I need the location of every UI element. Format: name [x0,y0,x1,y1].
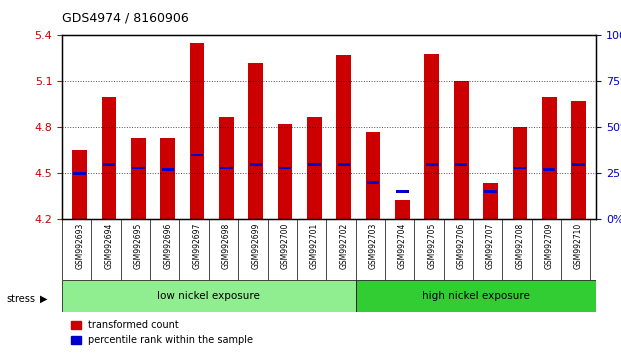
Bar [73,172,86,175]
Text: GSM992704: GSM992704 [398,222,407,269]
Text: GSM992699: GSM992699 [252,222,260,269]
Text: stress: stress [6,294,35,304]
Bar [307,117,322,219]
Text: GSM992708: GSM992708 [515,222,524,269]
Bar [132,167,145,169]
Bar [396,190,409,193]
Bar [250,163,262,166]
Bar [512,127,527,219]
Text: GSM992703: GSM992703 [369,222,378,269]
Bar [308,163,320,166]
Bar [220,167,233,169]
FancyBboxPatch shape [356,280,596,312]
Bar [103,163,116,166]
Bar [337,55,351,219]
Text: low nickel exposure: low nickel exposure [157,291,260,301]
Bar [543,169,555,171]
Text: GDS4974 / 8160906: GDS4974 / 8160906 [62,12,189,25]
Legend: transformed count, percentile rank within the sample: transformed count, percentile rank withi… [67,316,257,349]
Text: ▶: ▶ [40,294,48,304]
Text: GSM992695: GSM992695 [134,222,143,269]
Bar [454,81,468,219]
Bar [571,101,586,219]
Bar [73,150,87,219]
Bar [160,138,175,219]
Text: GSM992694: GSM992694 [104,222,114,269]
Bar [190,43,204,219]
Bar [484,190,497,193]
Bar [278,124,292,219]
FancyBboxPatch shape [62,280,356,312]
Text: GSM992709: GSM992709 [545,222,554,269]
Bar [367,181,379,184]
Bar [131,138,146,219]
Bar [425,163,438,166]
Text: GSM992696: GSM992696 [163,222,172,269]
Bar [455,163,468,166]
Text: GSM992697: GSM992697 [193,222,202,269]
Bar [161,169,174,171]
Text: GSM992698: GSM992698 [222,222,231,269]
Bar [219,117,233,219]
Bar [366,132,381,219]
Text: GSM992706: GSM992706 [456,222,466,269]
Bar [483,183,498,219]
Text: GSM992710: GSM992710 [574,222,583,269]
Bar [279,167,291,169]
Bar [395,200,410,219]
Text: GSM992702: GSM992702 [339,222,348,269]
Bar [248,63,263,219]
Text: GSM992701: GSM992701 [310,222,319,269]
Bar [338,163,350,166]
Bar [542,97,556,219]
Bar [573,163,585,166]
Bar [191,154,203,156]
Text: GSM992700: GSM992700 [281,222,289,269]
Bar [425,54,439,219]
Bar [102,97,116,219]
Text: GSM992707: GSM992707 [486,222,495,269]
Bar [514,167,526,169]
Text: high nickel exposure: high nickel exposure [422,291,530,301]
Text: GSM992693: GSM992693 [75,222,84,269]
Text: GSM992705: GSM992705 [427,222,437,269]
